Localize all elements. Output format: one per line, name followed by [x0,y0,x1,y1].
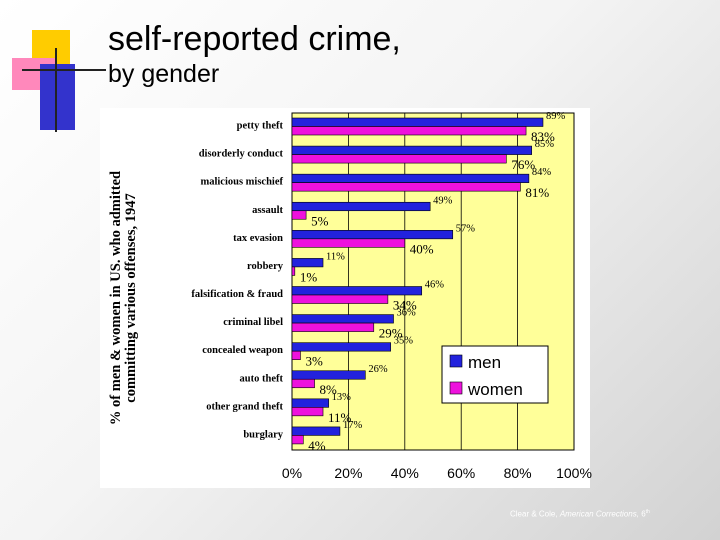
value-label-women-auto-theft: 8% [320,382,338,397]
deco-vertical-line [55,48,57,132]
bar-women-criminal-libel [291,322,375,332]
bar-men-petty-theft [291,117,544,127]
legend-label-men: men [468,353,501,372]
bar-women-tax-evasion [291,238,406,248]
value-label-men-other-grand-theft: 13% [332,392,352,403]
legend: men women [441,345,549,404]
bar-women-other-grand-theft [291,407,324,417]
bar-men-tax-evasion [291,230,454,240]
category-label-assault: assault [252,205,283,216]
bar-women-petty-theft [291,126,527,136]
bar-women-assault [291,210,307,220]
value-label-women-assault: 5% [311,213,329,228]
value-label-men-falsification-fraud: 46% [425,280,445,291]
bar-men-criminal-libel [291,314,394,324]
footer-citation: Clear & Cole, American Corrections, 6th [510,509,650,519]
value-label-women-petty-theft: 83% [531,129,555,144]
category-label-criminal-libel: criminal libel [223,317,283,328]
value-label-women-malicious-mischief: 81% [525,185,549,200]
x-tick-label-40: 40% [391,465,419,481]
category-label-petty-theft: petty theft [237,121,284,132]
value-label-women-disorderly-conduct: 76% [511,157,535,172]
category-label-robbery: robbery [247,261,284,272]
deco-blue-square [40,64,75,130]
category-label-burglary: burglary [243,429,283,440]
value-label-men-burglary: 17% [343,420,363,431]
x-tick-label-100: 100% [556,465,592,481]
footer-edition-suffix: th [645,509,650,515]
x-tick-label-60: 60% [447,465,475,481]
bar-women-burglary [291,435,304,445]
bar-men-assault [291,201,431,212]
value-label-women-criminal-libel: 29% [379,326,403,341]
legend-swatch-women [449,381,463,395]
footer-authors: Clear & Cole, [510,509,558,519]
legend-swatch-men [449,354,463,368]
y-axis-title-line1: % of men & women in US. who admitted [108,171,124,425]
x-tick-label-20: 20% [334,465,362,481]
bar-women-concealed-weapon [291,350,301,360]
bar-women-disorderly-conduct [291,154,507,164]
deco-horizontal-line [22,69,106,71]
category-label-concealed-weapon: concealed weapon [202,345,283,356]
bar-women-auto-theft [291,378,315,389]
value-label-women-other-grand-theft: 11% [328,410,352,425]
value-label-men-auto-theft: 26% [368,364,388,375]
category-label-tax-evasion: tax evasion [233,233,283,244]
value-label-men-assault: 49% [433,195,453,206]
value-label-men-robbery: 11% [326,251,345,262]
value-label-women-burglary: 4% [308,438,326,453]
bar-women-malicious-mischief [291,182,521,192]
bar-women-robbery [291,266,296,276]
bar-men-robbery [291,258,324,268]
value-label-women-tax-evasion: 40% [410,241,434,256]
bar-men-concealed-weapon [291,342,391,352]
page-title: self-reported crime, [108,20,401,58]
bar-men-auto-theft [291,370,366,380]
value-label-men-petty-theft: 89% [546,111,566,122]
bar-men-falsification-fraud [291,286,423,296]
value-label-women-falsification-fraud: 34% [393,298,417,313]
x-tick-label-80: 80% [504,465,532,481]
value-label-men-tax-evasion: 57% [456,223,476,234]
category-label-other-grand-theft: other grand theft [206,401,283,412]
footer-edition: 6 [641,509,646,519]
page-subtitle: by gender [108,60,220,88]
category-label-auto-theft: auto theft [240,373,284,384]
bar-women-falsification-fraud [291,294,389,304]
value-label-men-criminal-libel: 36% [397,308,417,319]
category-label-falsification-fraud: falsification & fraud [191,289,283,300]
x-tick-label-0: 0% [282,465,302,481]
bar-men-malicious-mischief [291,173,530,183]
value-label-women-robbery: 1% [300,269,318,284]
value-label-men-disorderly-conduct: 85% [535,139,555,150]
y-axis-title-line2: committing various offenses, 1947 [123,193,139,402]
footer-book: American Corrections, [559,509,639,519]
bar-men-disorderly-conduct [291,145,532,155]
value-label-men-concealed-weapon: 35% [394,336,414,347]
category-label-disorderly-conduct: disorderly conduct [199,149,284,160]
legend-label-women: women [467,380,523,399]
value-label-women-concealed-weapon: 3% [305,354,323,369]
value-label-men-malicious-mischief: 84% [532,167,552,178]
bar-men-other-grand-theft [291,398,329,408]
bar-men-burglary [291,426,341,436]
category-label-malicious-mischief: malicious mischief [200,177,283,188]
